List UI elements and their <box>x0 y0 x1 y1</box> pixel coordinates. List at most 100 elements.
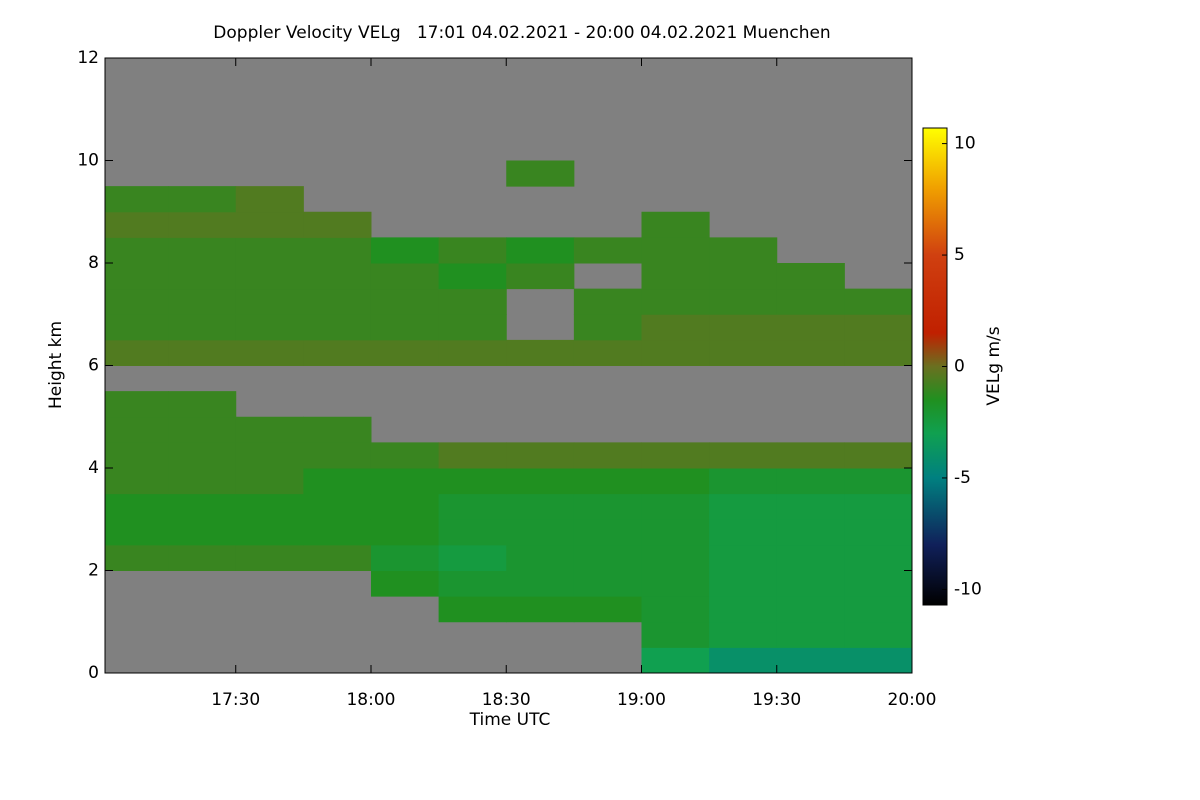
heatmap-cell <box>844 314 913 341</box>
heatmap-cell <box>105 288 169 315</box>
heatmap-cell <box>105 544 169 571</box>
heatmap-cell <box>506 468 575 495</box>
heatmap-cell <box>641 211 710 238</box>
heatmap-cell <box>506 339 575 366</box>
heatmap-cell <box>303 263 372 290</box>
heatmap-cell <box>168 519 237 546</box>
heatmap-cell <box>641 314 710 341</box>
x-tick-label: 18:00 <box>346 690 395 710</box>
heatmap-cell <box>709 442 778 469</box>
heatmap-cell <box>844 544 913 571</box>
heatmap-cell <box>573 314 642 341</box>
heatmap-cell <box>776 596 845 623</box>
heatmap-cell <box>506 263 575 290</box>
heatmap-cell <box>370 519 440 546</box>
heatmap-cell <box>844 442 913 469</box>
heatmap-cell <box>235 544 304 571</box>
heatmap-cell <box>303 339 372 366</box>
heatmap-cell <box>506 237 575 264</box>
heatmap-cell <box>709 263 778 290</box>
heatmap-cell <box>709 468 778 495</box>
heatmap-cell <box>641 621 710 648</box>
heatmap-cell <box>573 468 642 495</box>
heatmap-cell <box>776 314 845 341</box>
heatmap-cell <box>438 468 507 495</box>
colorbar-tick-label: -10 <box>954 579 982 599</box>
heatmap-cell <box>370 263 440 290</box>
heatmap-cell <box>303 237 372 264</box>
heatmap-cell <box>776 519 845 546</box>
heatmap-cell <box>105 442 169 469</box>
colorbar-tick-label: 0 <box>954 357 965 377</box>
heatmap-cell <box>235 237 304 264</box>
heatmap-cell <box>303 544 372 571</box>
heatmap-cell <box>105 519 169 546</box>
colorbar-tick-label: -5 <box>954 468 971 488</box>
heatmap-cell <box>709 621 778 648</box>
heatmap-cell <box>709 544 778 571</box>
heatmap-cell <box>105 416 169 443</box>
heatmap-cell <box>235 416 304 443</box>
heatmap-cell <box>776 621 845 648</box>
heatmap-cell <box>641 647 710 674</box>
heatmap-cell <box>168 416 237 443</box>
heatmap-cell <box>370 237 440 264</box>
heatmap-cell <box>844 570 913 597</box>
heatmap-cell <box>709 493 778 520</box>
heatmap-cell <box>776 339 845 366</box>
heatmap-cell <box>844 621 913 648</box>
heatmap-cell <box>709 339 778 366</box>
heatmap-cell <box>370 314 440 341</box>
heatmap-cell <box>573 544 642 571</box>
heatmap-cell <box>438 314 507 341</box>
heatmap-cell <box>844 288 913 315</box>
heatmap-cell <box>776 468 845 495</box>
heatmap-cell <box>573 570 642 597</box>
y-axis-label: Height km <box>46 321 66 409</box>
heatmap-cell <box>776 647 845 674</box>
heatmap-cell <box>235 519 304 546</box>
x-tick-label: 17:30 <box>211 690 260 710</box>
heatmap-cell <box>573 493 642 520</box>
heatmap-cell <box>168 339 237 366</box>
heatmap-cell <box>641 544 710 571</box>
heatmap-cell <box>844 493 913 520</box>
heatmap-cell <box>438 570 507 597</box>
x-tick-label: 20:00 <box>888 690 937 710</box>
heatmap-cell <box>573 596 642 623</box>
heatmap-cell <box>776 570 845 597</box>
heatmap-cell <box>573 442 642 469</box>
heatmap-cell <box>573 339 642 366</box>
heatmap-cell <box>438 263 507 290</box>
heatmap-cell <box>844 339 913 366</box>
colorbar-label: VELg m/s <box>984 326 1004 405</box>
heatmap-cell <box>641 339 710 366</box>
heatmap-cell <box>641 263 710 290</box>
y-tick-label: 10 <box>77 151 99 171</box>
heatmap-cell <box>168 211 237 238</box>
heatmap-cell <box>303 314 372 341</box>
heatmap-cell <box>438 544 507 571</box>
x-tick-label: 18:30 <box>482 690 531 710</box>
heatmap-cell <box>235 211 304 238</box>
heatmap-cell <box>776 263 845 290</box>
heatmap-cell <box>303 493 372 520</box>
heatmap-cell <box>168 391 237 418</box>
heatmap-cell <box>573 237 642 264</box>
heatmap-cell <box>105 468 169 495</box>
colorbar-tick-label: 10 <box>954 134 976 154</box>
heatmap-cell <box>438 237 507 264</box>
heatmap-cell <box>105 263 169 290</box>
heatmap-cell <box>844 519 913 546</box>
heatmap-cell <box>506 570 575 597</box>
heatmap-cell <box>641 442 710 469</box>
heatmap-cell <box>303 211 372 238</box>
heatmap-cell <box>105 186 169 213</box>
heatmap-cell <box>105 493 169 520</box>
heatmap-cell <box>709 288 778 315</box>
y-tick-label: 0 <box>88 663 99 683</box>
heatmap-cell <box>438 339 507 366</box>
heatmap-cell <box>641 596 710 623</box>
x-tick-label: 19:30 <box>752 690 801 710</box>
